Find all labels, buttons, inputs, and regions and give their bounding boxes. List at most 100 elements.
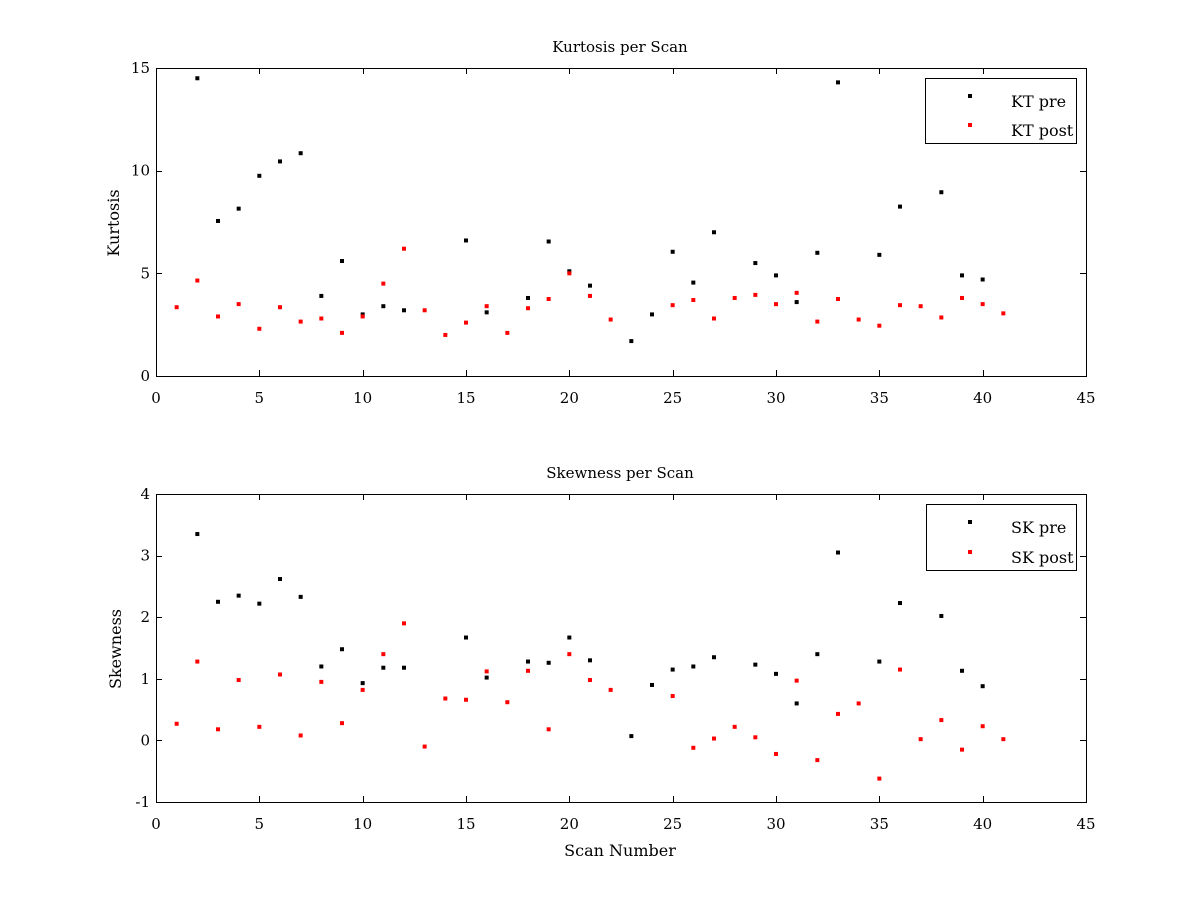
kurtosis-chart: Kurtosis per Scan Kurtosis 0 5 10 15 20 25 30 3… — [104, 38, 1096, 407]
data-point-kt-post — [836, 297, 840, 301]
data-point-sk-post — [732, 724, 737, 729]
legend-marker-kt-post — [968, 123, 972, 127]
data-point-sk-pre — [939, 613, 944, 618]
x-axis-label: Scan Number — [564, 841, 676, 860]
legend: KT pre KT post — [925, 78, 1077, 144]
x-tick-label: 20 — [560, 389, 579, 407]
data-point-kt-post — [856, 317, 861, 322]
data-point-kt-post — [918, 304, 923, 309]
x-tick-label: 30 — [766, 389, 785, 407]
legend-label-sk-pre: SK pre — [1011, 518, 1066, 537]
x-tick-label: 30 — [766, 815, 785, 833]
data-point-kt-pre — [464, 238, 468, 243]
data-point-kt-pre — [960, 273, 964, 278]
data-point-kt-post — [402, 246, 406, 251]
x-tick-label: 35 — [870, 389, 889, 407]
data-point-kt-pre — [898, 204, 902, 209]
data-point-sk-post — [960, 747, 964, 752]
data-point-kt-post — [298, 319, 303, 324]
x-tick-label: 25 — [663, 815, 682, 833]
data-point-kt-pre — [526, 295, 530, 300]
data-point-sk-pre — [753, 662, 758, 667]
y-tick-label: -1 — [135, 793, 150, 811]
x-tick-label: 5 — [255, 815, 265, 833]
data-point-sk-post — [1001, 737, 1006, 742]
data-point-sk-pre — [484, 675, 489, 680]
data-point-kt-pre — [650, 312, 654, 317]
data-point-kt-pre — [774, 273, 778, 278]
data-point-sk-pre — [340, 647, 344, 652]
data-point-kt-pre — [877, 252, 882, 257]
data-point-kt-pre — [815, 250, 820, 255]
data-point-sk-pre — [629, 734, 634, 739]
data-point-sk-pre — [195, 532, 200, 537]
data-point-sk-pre — [877, 659, 882, 664]
y-axis-label: Kurtosis — [104, 189, 123, 256]
data-point-kt-pre — [546, 239, 551, 244]
data-point-kt-pre — [629, 339, 634, 344]
data-point-kt-post — [774, 302, 778, 307]
data-points — [174, 532, 1006, 781]
data-point-sk-pre — [898, 601, 902, 606]
data-point-kt-post — [257, 326, 262, 331]
x-tick-label: 40 — [973, 815, 992, 833]
plot-area-frame — [156, 68, 1087, 377]
y-tick-label: 4 — [140, 485, 150, 503]
data-point-kt-pre — [712, 230, 716, 235]
data-point-kt-pre — [360, 312, 365, 317]
x-tick-label: 5 — [255, 389, 265, 407]
data-point-kt-post — [526, 306, 530, 311]
data-point-sk-pre — [546, 660, 551, 665]
data-point-kt-post — [567, 271, 572, 276]
data-point-sk-post — [236, 678, 241, 683]
data-point-sk-pre — [670, 667, 675, 672]
legend-label-sk-post: SK post — [1011, 548, 1074, 567]
data-point-sk-post — [670, 694, 675, 699]
x-tick-label: 25 — [663, 389, 682, 407]
x-tick-label: 0 — [151, 389, 161, 407]
data-point-sk-pre — [836, 550, 840, 555]
data-point-kt-post — [691, 298, 696, 303]
legend-label-kt-post: KT post — [1011, 121, 1074, 140]
data-point-kt-post — [670, 303, 675, 308]
data-point-sk-post — [278, 672, 282, 677]
data-point-sk-pre — [402, 665, 406, 670]
data-point-sk-pre — [567, 635, 572, 640]
data-point-kt-post — [546, 297, 551, 301]
legend-marker-sk-pre — [968, 520, 972, 524]
data-point-kt-post — [608, 317, 613, 322]
data-point-sk-pre — [980, 684, 985, 689]
y-tick-label: 10 — [131, 162, 150, 180]
data-point-sk-post — [216, 727, 220, 732]
data-point-sk-pre — [236, 593, 241, 598]
data-point-sk-post — [319, 679, 324, 684]
plot-area-frame — [156, 494, 1087, 803]
data-point-kt-post — [980, 302, 985, 307]
data-point-kt-post — [732, 295, 737, 300]
data-point-kt-post — [360, 314, 365, 319]
data-point-sk-pre — [794, 701, 799, 706]
data-point-sk-pre — [526, 659, 530, 664]
data-point-sk-post — [712, 736, 716, 741]
data-point-sk-post — [340, 721, 344, 726]
data-point-kt-post — [505, 330, 510, 335]
x-tick-label: 0 — [151, 815, 161, 833]
y-tick-label: 15 — [131, 59, 150, 77]
data-point-kt-post — [712, 316, 716, 321]
data-point-sk-post — [464, 697, 468, 702]
data-point-kt-post — [794, 290, 799, 295]
y-tick-label: 3 — [140, 547, 150, 565]
data-point-sk-pre — [381, 665, 386, 670]
data-point-sk-post — [381, 652, 386, 657]
legend-box — [925, 78, 1077, 144]
y-axis-label: Skewness — [106, 609, 125, 689]
data-point-sk-pre — [464, 635, 468, 640]
data-point-kt-post — [319, 316, 324, 321]
data-point-sk-pre — [216, 599, 220, 604]
data-point-sk-post — [836, 711, 840, 716]
data-point-sk-pre — [960, 668, 964, 673]
data-point-sk-post — [484, 669, 489, 674]
data-point-sk-post — [815, 758, 820, 763]
data-point-sk-post — [877, 776, 882, 781]
